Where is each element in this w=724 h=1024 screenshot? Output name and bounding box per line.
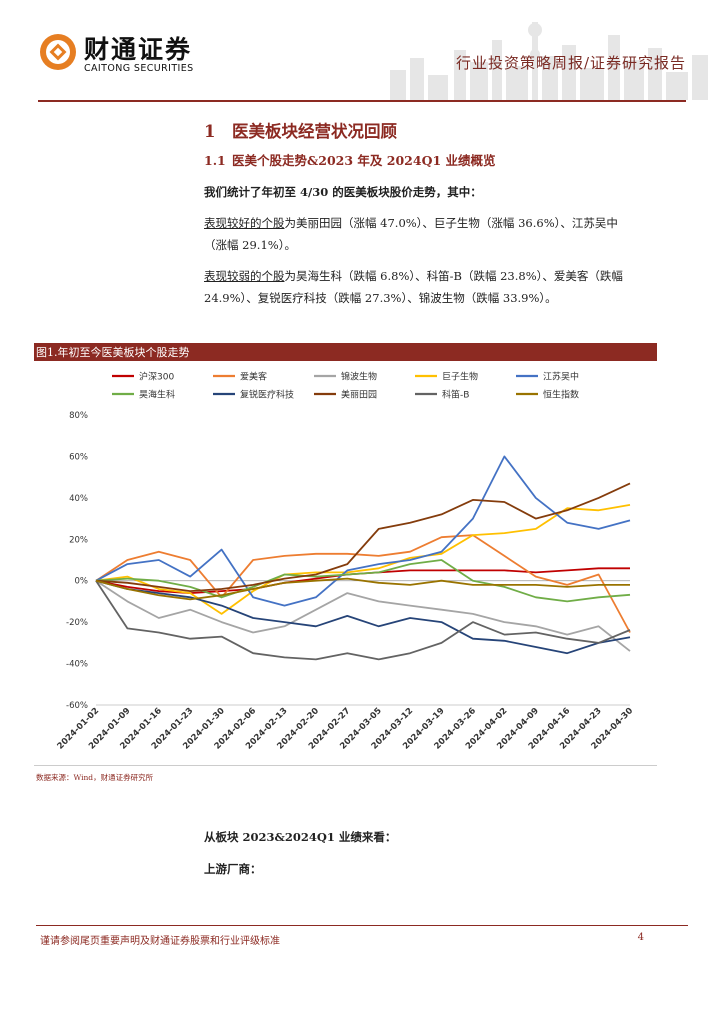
intro-paragraph: 我们统计了年初至 4/30 的医美板块股价走势，其中：	[204, 185, 482, 199]
performance-intro: 从板块 2023&2024Q1 业绩来看：	[204, 830, 397, 844]
subsection-number: 1.1	[204, 153, 226, 168]
logo-chinese-name: 财通证券	[84, 35, 193, 64]
logo-english-name: CAITONG SECURITIES	[84, 63, 194, 74]
series-line	[95, 579, 631, 652]
series-line	[95, 579, 631, 655]
legend-label: 沪深300	[139, 371, 174, 383]
legend-label: 恒生指数	[543, 389, 579, 401]
legend-label: 锦波生物	[341, 371, 377, 383]
subsection-heading: 1.1 医美个股走势&2023 年及 2024Q1 业绩概览	[204, 150, 496, 169]
figure-title-bar: 图1.年初至今医美板块个股走势	[34, 343, 657, 361]
figure-bottom-rule	[34, 765, 657, 766]
section-heading: 1 医美板块经营状况回顾	[204, 118, 397, 142]
legend-label: 巨子生物	[442, 371, 478, 383]
series-line	[95, 559, 631, 603]
page-header: 财通证券 CAITONG SECURITIES 行业投资策略周报/证券研究报告	[0, 0, 724, 100]
weak-stocks-text: 为昊海生科（跌幅 6.8%）、科笛-B（跌幅 23.8%）、爱美客（跌幅	[284, 269, 623, 283]
series-line	[95, 455, 631, 607]
section-number: 1	[204, 122, 216, 141]
y-tick-label: 80%	[69, 411, 88, 421]
y-tick-label: 0%	[75, 577, 89, 587]
y-tick-label: -60%	[66, 701, 88, 711]
legend-label: 昊海生科	[139, 389, 175, 401]
series-line	[95, 482, 631, 593]
footer-divider	[36, 925, 688, 926]
legend-label: 江苏吴中	[543, 371, 579, 383]
weak-stocks-line-1: 表现较弱的个股为昊海生科（跌幅 6.8%）、科笛-B（跌幅 23.8%）、爱美客…	[204, 265, 623, 287]
y-tick-label: 60%	[69, 452, 88, 462]
subsection-title: 医美个股走势&2023 年及 2024Q1 业绩概览	[232, 153, 496, 168]
upstream-label: 上游厂商：	[204, 862, 262, 876]
section-title: 医美板块经营状况回顾	[232, 122, 397, 141]
series-line	[95, 534, 631, 633]
city-skyline-decoration	[390, 22, 708, 100]
y-tick-label: -40%	[66, 660, 88, 670]
legend-label: 爱美客	[240, 371, 267, 383]
data-source-note: 数据来源：Wind，财通证券研究所	[36, 773, 154, 782]
series-line	[95, 504, 631, 615]
caitong-logo-icon	[40, 34, 76, 70]
report-type-title: 行业投资策略周报/证券研究报告	[455, 54, 686, 72]
y-tick-label: 40%	[69, 494, 88, 504]
y-tick-label: 20%	[69, 535, 88, 545]
series-line	[95, 580, 631, 661]
series-line	[95, 577, 630, 601]
footer-disclaimer: 谨请参阅尾页重要声明及财通证券股票和行业评级标准	[40, 936, 280, 947]
good-stocks-label: 表现较好的个股	[204, 216, 285, 230]
y-tick-label: -20%	[66, 618, 88, 628]
good-stocks-line-2: （涨幅 29.1%）。	[204, 238, 296, 252]
legend-label: 科笛-B	[442, 389, 469, 401]
page-number: 4	[637, 932, 644, 943]
header-divider	[38, 100, 686, 102]
weak-stocks-label: 表现较弱的个股	[204, 269, 285, 283]
stock-trend-chart: 沪深300 爱美客 锦波生物 巨子生物 江苏吴中昊海生科 复锐医疗科技 美丽田园 科笛-B 恒生…	[34, 362, 657, 760]
weak-stocks-line-2: 24.9%）、复锐医疗科技（跌幅 27.3%）、锦波生物（跌幅 33.9%）。	[204, 291, 557, 305]
good-stocks-text: 为美丽田园（涨幅 47.0%）、巨子生物（涨幅 36.6%）、江苏吴中	[284, 216, 618, 230]
good-stocks-line-1: 表现较好的个股为美丽田园（涨幅 47.0%）、巨子生物（涨幅 36.6%）、江苏…	[204, 212, 618, 234]
legend-label: 美丽田园	[341, 389, 377, 401]
legend-label: 复锐医疗科技	[240, 389, 294, 401]
company-logo: 财通证券 CAITONG SECURITIES	[38, 30, 213, 80]
figure-title: 图1.年初至今医美板块个股走势	[36, 346, 190, 359]
